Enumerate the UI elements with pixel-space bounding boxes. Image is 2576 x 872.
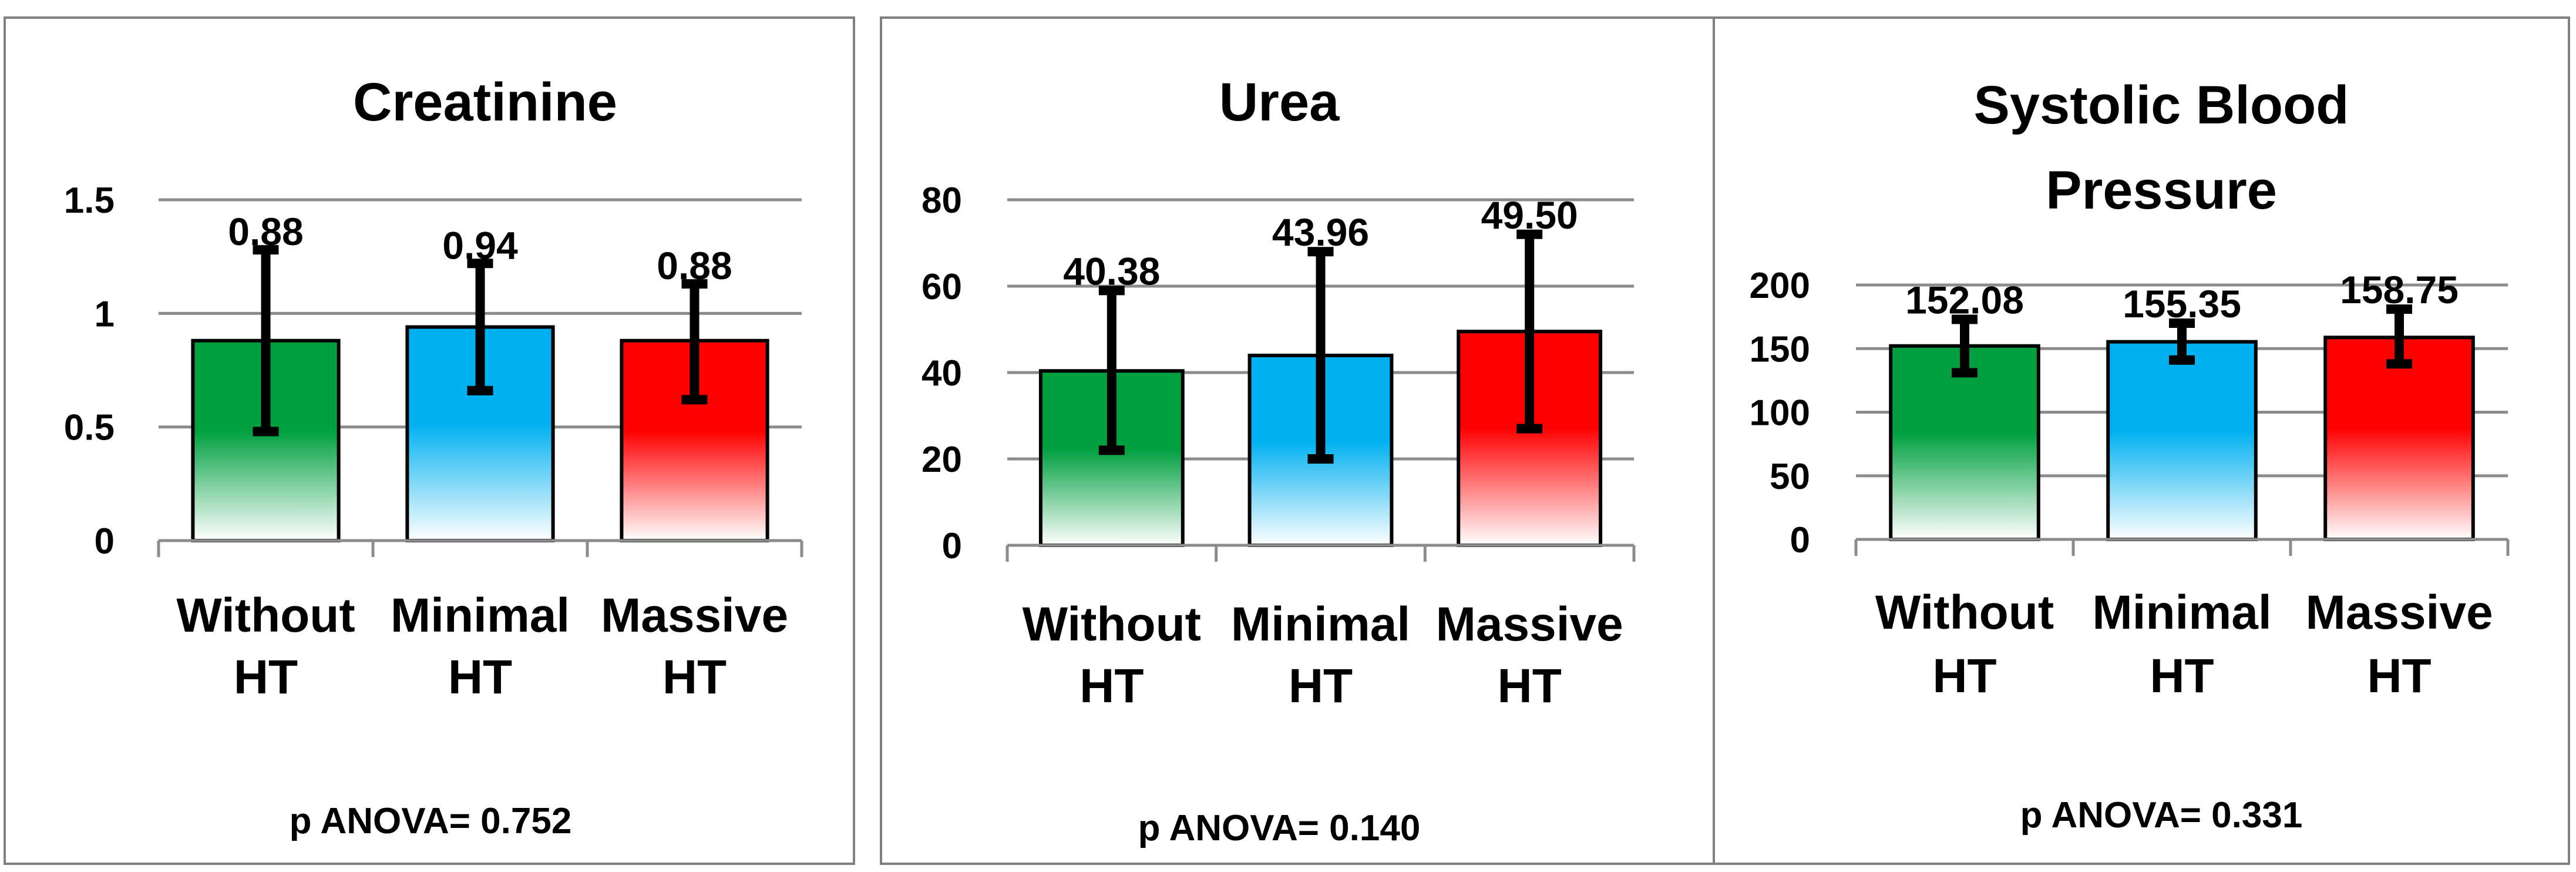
category-label: HT	[2150, 649, 2214, 703]
data-labels: 152.08 155.35 158.75	[1905, 268, 2459, 326]
data-labels: 40.38 43.96 49.50	[1063, 193, 1578, 293]
data-label: 152.08	[1905, 278, 2024, 321]
chart-panel-systolic-blood-pressure: Systolic Blood Pressure 0 50 100 150 200 152…	[1713, 16, 2570, 865]
category-label: HT	[1932, 649, 1996, 703]
y-tick-label: 1.5	[64, 180, 115, 221]
y-tick-label: 1	[95, 294, 115, 334]
x-axis-ticks	[1005, 545, 1636, 562]
y-axis-tick-labels: 0 50 100 150 200	[1750, 266, 1810, 561]
data-label: 155.35	[2123, 282, 2241, 326]
y-tick-label: 0	[95, 521, 115, 562]
category-label: Massive	[601, 589, 788, 642]
y-tick-label: 40	[922, 353, 962, 394]
data-label: 0.88	[228, 210, 303, 253]
category-label: HT	[1289, 659, 1353, 713]
chart-title-line: Pressure	[2046, 160, 2277, 220]
y-tick-label: 0.5	[64, 408, 115, 448]
chart-title-line: Systolic Blood	[1974, 75, 2349, 135]
category-label: HT	[2367, 649, 2431, 703]
category-label: HT	[1498, 659, 1562, 713]
y-tick-label: 0	[1790, 520, 1810, 561]
x-axis-ticks	[1854, 539, 2510, 556]
data-label: 0.88	[657, 244, 732, 287]
category-label: Massive	[2305, 586, 2493, 639]
error-bars	[253, 245, 708, 437]
chart-panel-urea: Urea 0 20 40 60 80 40.38 43.96 49.50 Without HT…	[880, 16, 1736, 865]
category-labels: Without HT Minimal HT Massive HT	[1875, 586, 2493, 703]
y-tick-label: 60	[922, 267, 962, 307]
y-tick-label: 0	[942, 526, 962, 566]
chart-panel-creatinine: Creatinine 0 0.5 1 1.5 0.88 0.94 0.88 Without…	[4, 16, 855, 865]
data-label: 158.75	[2340, 268, 2459, 311]
category-label: Minimal	[391, 589, 570, 642]
category-label: Without	[1023, 598, 1201, 651]
bar-minimal-ht	[2106, 340, 2258, 541]
bars	[1889, 336, 2475, 542]
y-tick-label: 100	[1750, 393, 1810, 434]
chart-title-line: Urea	[1219, 72, 1340, 132]
category-label: HT	[1080, 659, 1144, 713]
category-label: HT	[448, 650, 512, 704]
anova-footnote: p ANOVA= 0.752	[290, 801, 572, 841]
error-bars	[1098, 229, 1543, 464]
data-label: 43.96	[1272, 210, 1369, 254]
anova-footnote: p ANOVA= 0.331	[2020, 795, 2303, 836]
y-tick-label: 50	[1770, 457, 1810, 497]
category-label: Minimal	[2092, 586, 2271, 639]
x-axis-ticks	[157, 541, 803, 557]
chart-title-line: Creatinine	[353, 72, 617, 132]
data-label: 40.38	[1063, 249, 1160, 293]
category-labels: Without HT Minimal HT Massive HT	[176, 589, 788, 704]
data-label: 0.94	[442, 223, 518, 267]
y-tick-label: 200	[1750, 266, 1810, 306]
category-label: HT	[663, 650, 727, 704]
y-tick-label: 80	[922, 180, 962, 221]
bar-massive-ht	[2323, 336, 2475, 542]
category-label: HT	[234, 650, 298, 704]
y-axis-tick-labels: 0 20 40 60 80	[922, 180, 962, 566]
y-axis-tick-labels: 0 0.5 1 1.5	[64, 180, 115, 562]
category-label: Without	[1875, 586, 2054, 639]
data-label: 49.50	[1481, 193, 1578, 237]
category-label: Without	[176, 589, 355, 642]
category-label: Minimal	[1231, 598, 1410, 651]
category-labels: Without HT Minimal HT Massive HT	[1023, 598, 1623, 713]
y-tick-label: 20	[922, 440, 962, 480]
anova-footnote: p ANOVA= 0.140	[1138, 808, 1421, 848]
error-bars	[1952, 304, 2412, 378]
y-tick-label: 150	[1750, 329, 1810, 370]
data-labels: 0.88 0.94 0.88	[228, 210, 732, 287]
category-label: Massive	[1436, 598, 1623, 651]
